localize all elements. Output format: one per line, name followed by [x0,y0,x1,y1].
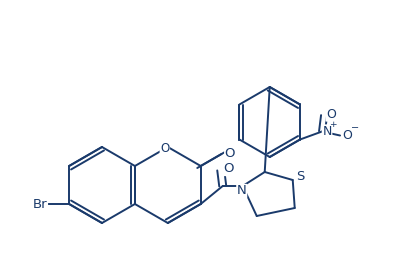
Text: +: + [329,120,337,129]
Text: S: S [297,170,305,183]
Text: N: N [322,125,332,138]
Text: Br: Br [33,198,47,211]
Text: O: O [223,163,234,176]
Text: −: − [351,123,359,134]
Text: O: O [160,142,169,155]
Text: O: O [326,108,336,121]
Text: N: N [237,184,247,198]
Text: O: O [342,129,352,142]
Text: O: O [225,148,235,161]
